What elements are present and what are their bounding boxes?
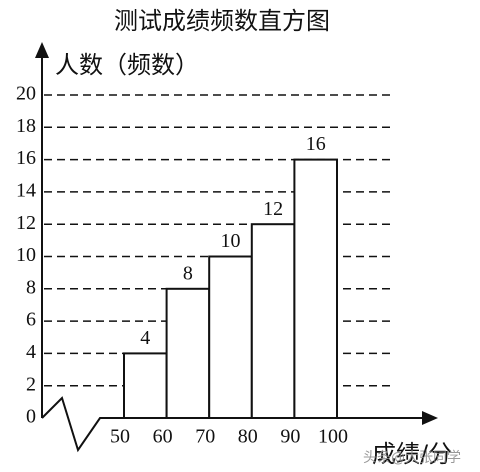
y-tick-label: 0 <box>26 406 36 428</box>
y-tick-label: 18 <box>16 115 36 137</box>
watermark: 头条@大张同学 <box>363 449 461 466</box>
bar <box>250 223 296 419</box>
data-label: 16 <box>306 133 326 155</box>
data-label: 4 <box>140 327 150 349</box>
x-tick-label: 100 <box>318 426 348 448</box>
bar <box>208 255 253 419</box>
x-tick-label: 60 <box>153 426 173 448</box>
y-tick-label: 4 <box>26 341 36 363</box>
chart-title: 测试成绩频数直方图 <box>114 7 330 35</box>
y-arrow <box>35 42 49 58</box>
x-tick-label: 80 <box>238 426 258 448</box>
x-tick-label: 50 <box>110 426 130 448</box>
y-tick-label: 14 <box>16 179 36 201</box>
data-label: 10 <box>221 230 241 252</box>
data-label: 8 <box>183 262 193 284</box>
y-axis-label: 人数（频数） <box>55 51 199 79</box>
y-tick-label: 20 <box>16 83 36 105</box>
bar <box>123 352 168 419</box>
y-tick-label: 12 <box>16 212 36 234</box>
bar <box>293 158 338 419</box>
y-tick-label: 16 <box>16 147 36 169</box>
data-label: 12 <box>263 198 283 220</box>
y-tick-label: 6 <box>26 309 36 331</box>
y-tick-label: 10 <box>16 244 36 266</box>
bar <box>165 287 211 419</box>
x-tick-label: 70 <box>195 426 215 448</box>
y-tick-label: 8 <box>26 276 36 298</box>
x-arrow <box>422 411 438 425</box>
x-tick-label: 90 <box>280 426 300 448</box>
y-tick-label: 2 <box>26 373 36 395</box>
x-axis-label: 成绩/分 <box>372 440 452 468</box>
